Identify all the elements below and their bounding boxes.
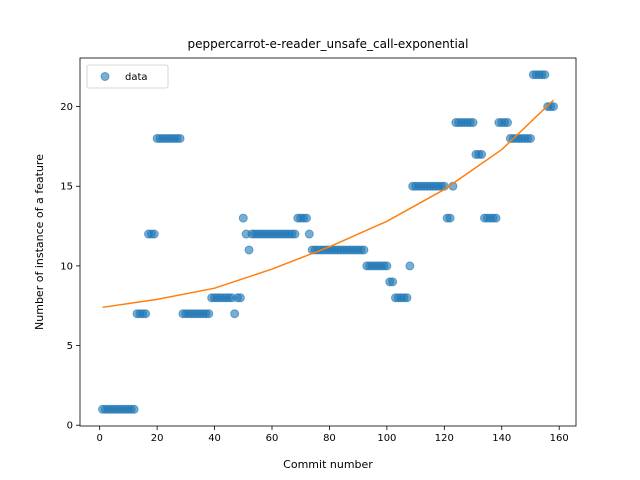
- data-point: [477, 149, 487, 159]
- chart-title: peppercarrot-e-reader_unsafe_call-expone…: [188, 37, 469, 51]
- y-tick-label: 15: [60, 182, 73, 193]
- y-tick-label: 0: [67, 421, 73, 432]
- x-tick-label: 100: [377, 433, 396, 444]
- x-tick-label: 120: [435, 433, 454, 444]
- x-tick-label: 20: [151, 433, 164, 444]
- y-tick-label: 5: [67, 341, 73, 352]
- data-point: [290, 229, 300, 239]
- axes-frame: [79, 57, 577, 427]
- x-axis-label: Commit number: [283, 458, 373, 471]
- fit-line: [102, 99, 554, 309]
- y-tick-label: 20: [60, 102, 73, 113]
- x-tick-label: 0: [96, 433, 102, 444]
- x-tick-label: 160: [550, 433, 569, 444]
- legend-marker: [100, 72, 110, 81]
- data-point: [141, 309, 151, 319]
- data-point: [445, 213, 455, 223]
- data-point: [235, 293, 245, 303]
- data-point: [304, 229, 314, 239]
- data-point: [540, 70, 550, 80]
- data-point: [405, 261, 415, 271]
- data-point: [238, 213, 248, 223]
- data-point: [503, 118, 513, 128]
- x-tick-label: 80: [323, 433, 336, 444]
- data-point: [301, 213, 311, 223]
- data-point: [230, 309, 240, 319]
- data-point: [149, 229, 159, 239]
- y-axis-label: Number of instance of a feature: [33, 154, 46, 330]
- data-point: [382, 261, 392, 271]
- x-tick-label: 40: [208, 433, 221, 444]
- data-point: [359, 245, 369, 255]
- data-point: [175, 133, 185, 143]
- x-tick-label: 60: [266, 433, 279, 444]
- legend-label: data: [125, 72, 148, 83]
- legend-box: [86, 64, 169, 89]
- data-point: [468, 118, 478, 128]
- data-point: [548, 102, 558, 112]
- data-point: [402, 293, 412, 303]
- data-point: [244, 245, 254, 255]
- data-point: [525, 133, 535, 143]
- data-point: [129, 404, 139, 414]
- data-point: [204, 309, 214, 319]
- y-tick-label: 10: [60, 261, 73, 272]
- data-point: [388, 277, 398, 287]
- x-tick-label: 140: [492, 433, 511, 444]
- data-point: [491, 213, 501, 223]
